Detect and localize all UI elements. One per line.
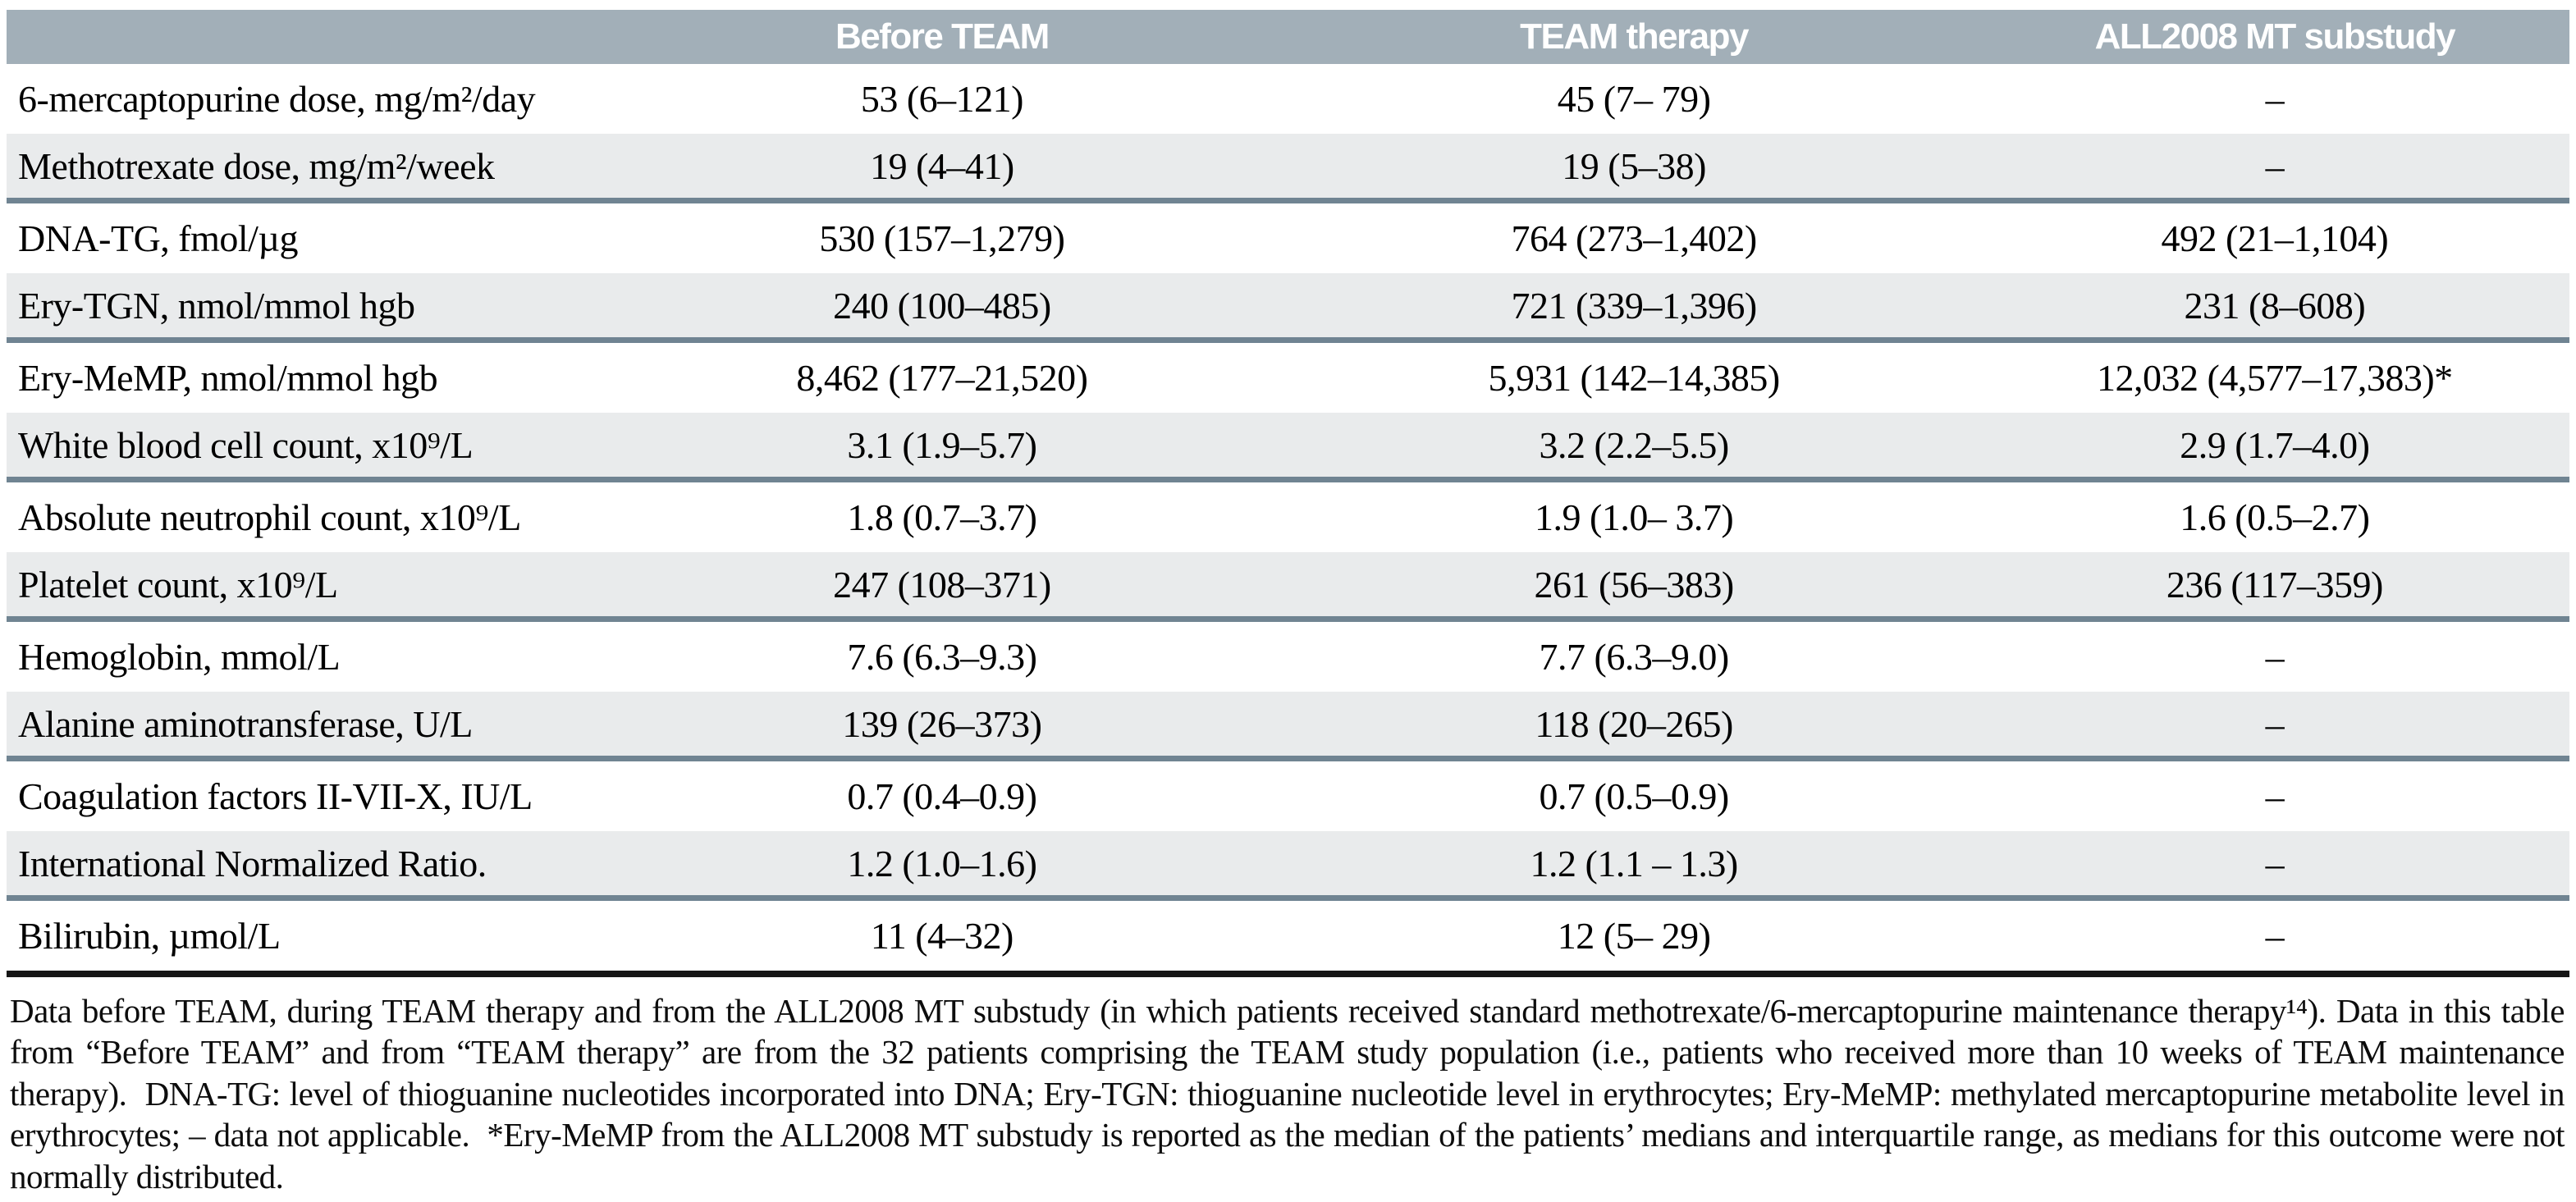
cell-all2008-substudy: 1.6 (0.5–2.7): [2180, 496, 2370, 538]
table-header-row: Before TEAM TEAM therapy ALL2008 MT subs…: [7, 10, 2569, 64]
row-label: Ery-MeMP, nmol/mmol hgb: [18, 357, 438, 399]
cell-before-team: 1.8 (0.7–3.7): [847, 496, 1037, 538]
column-header-team-therapy: TEAM therapy: [1520, 16, 1749, 57]
cell-team-therapy: 12 (5– 29): [1557, 915, 1711, 957]
cell-before-team: 19 (4–41): [870, 144, 1014, 187]
table-row: Platelet count, x10⁹/L 247 (108–371) 261…: [7, 552, 2569, 622]
table-row: Absolute neutrophil count, x10⁹/L 1.8 (0…: [7, 482, 2569, 552]
cell-before-team: 1.2 (1.0–1.6): [847, 842, 1037, 884]
table-row: White blood cell count, x10⁹/L 3.1 (1.9–…: [7, 413, 2569, 482]
cell-team-therapy: 118 (20–265): [1535, 702, 1733, 745]
cell-all2008-substudy: –: [2265, 775, 2285, 817]
cell-team-therapy: 0.7 (0.5–0.9): [1539, 775, 1730, 817]
cell-before-team: 3.1 (1.9–5.7): [847, 423, 1037, 466]
table-row: 6-mercaptopurine dose, mg/m²/day 53 (6–1…: [7, 64, 2569, 134]
cell-team-therapy: 721 (339–1,396): [1511, 284, 1758, 327]
cell-before-team: 530 (157–1,279): [819, 217, 1065, 259]
results-table: Before TEAM TEAM therapy ALL2008 MT subs…: [7, 10, 2569, 1197]
cell-before-team: 240 (100–485): [833, 284, 1051, 327]
cell-before-team: 7.6 (6.3–9.3): [847, 636, 1037, 678]
cell-team-therapy: 1.9 (1.0– 3.7): [1535, 496, 1734, 538]
table-row: Hemoglobin, mmol/L 7.6 (6.3–9.3) 7.7 (6.…: [7, 622, 2569, 692]
cell-before-team: 247 (108–371): [833, 563, 1051, 606]
table-row: Alanine aminotransferase, U/L 139 (26–37…: [7, 692, 2569, 761]
cell-all2008-substudy: 12,032 (4,577–17,383)*: [2097, 357, 2453, 399]
cell-before-team: 0.7 (0.4–0.9): [847, 775, 1037, 817]
cell-team-therapy: 7.7 (6.3–9.0): [1539, 636, 1730, 678]
row-label: Alanine aminotransferase, U/L: [18, 702, 473, 745]
row-label: Ery-TGN, nmol/mmol hgb: [18, 284, 415, 327]
cell-all2008-substudy: 2.9 (1.7–4.0): [2180, 423, 2370, 466]
cell-team-therapy: 5,931 (142–14,385): [1488, 357, 1781, 399]
cell-team-therapy: 45 (7– 79): [1557, 78, 1711, 120]
column-header-all2008-mt-substudy: ALL2008 MT substudy: [2094, 16, 2456, 57]
table-footnote: Data before TEAM, during TEAM therapy an…: [10, 992, 2565, 1195]
cell-all2008-substudy: –: [2265, 702, 2285, 745]
table-row: Ery-MeMP, nmol/mmol hgb 8,462 (177–21,52…: [7, 343, 2569, 413]
cell-team-therapy: 3.2 (2.2–5.5): [1539, 423, 1730, 466]
cell-team-therapy: 261 (56–383): [1534, 563, 1735, 606]
row-label: Hemoglobin, mmol/L: [18, 636, 341, 678]
cell-team-therapy: 19 (5–38): [1562, 144, 1706, 187]
cell-all2008-substudy: 236 (117–359): [2166, 563, 2383, 606]
cell-team-therapy: 764 (273–1,402): [1511, 217, 1758, 259]
cell-all2008-substudy: 231 (8–608): [2184, 284, 2366, 327]
table-row: Methotrexate dose, mg/m²/week 19 (4–41) …: [7, 134, 2569, 203]
row-label: Coagulation factors II-VII-X, IU/L: [18, 775, 533, 817]
cell-all2008-substudy: –: [2265, 636, 2285, 678]
cell-before-team: 53 (6–121): [860, 78, 1024, 120]
table-row: Coagulation factors II-VII-X, IU/L 0.7 (…: [7, 761, 2569, 831]
cell-all2008-substudy: –: [2265, 915, 2285, 957]
row-label: Absolute neutrophil count, x10⁹/L: [18, 496, 521, 538]
table-row: International Normalized Ratio. 1.2 (1.0…: [7, 831, 2569, 901]
table-bottom-rule: [7, 971, 2569, 977]
row-label: Platelet count, x10⁹/L: [18, 563, 338, 606]
row-label: White blood cell count, x10⁹/L: [18, 423, 474, 466]
column-header-before-team: Before TEAM: [835, 16, 1050, 57]
cell-team-therapy: 1.2 (1.1 – 1.3): [1530, 842, 1739, 884]
cell-all2008-substudy: –: [2265, 842, 2285, 884]
cell-before-team: 11 (4–32): [870, 915, 1013, 957]
cell-all2008-substudy: –: [2265, 144, 2285, 187]
row-label: Bilirubin, µmol/L: [18, 915, 281, 957]
row-label: DNA-TG, fmol/µg: [18, 217, 298, 259]
row-label: Methotrexate dose, mg/m²/week: [18, 144, 495, 187]
cell-before-team: 8,462 (177–21,520): [796, 357, 1088, 399]
table-row: Ery-TGN, nmol/mmol hgb 240 (100–485) 721…: [7, 273, 2569, 343]
row-label: International Normalized Ratio.: [18, 842, 487, 884]
table-row: DNA-TG, fmol/µg 530 (157–1,279) 764 (273…: [7, 203, 2569, 273]
cell-all2008-substudy: 492 (21–1,104): [2161, 217, 2389, 259]
cell-all2008-substudy: –: [2265, 78, 2285, 120]
row-label: 6-mercaptopurine dose, mg/m²/day: [18, 78, 536, 120]
cell-before-team: 139 (26–373): [842, 702, 1042, 745]
table-body: 6-mercaptopurine dose, mg/m²/day 53 (6–1…: [7, 64, 2569, 971]
table-row: Bilirubin, µmol/L 11 (4–32) 12 (5– 29) –: [7, 901, 2569, 971]
